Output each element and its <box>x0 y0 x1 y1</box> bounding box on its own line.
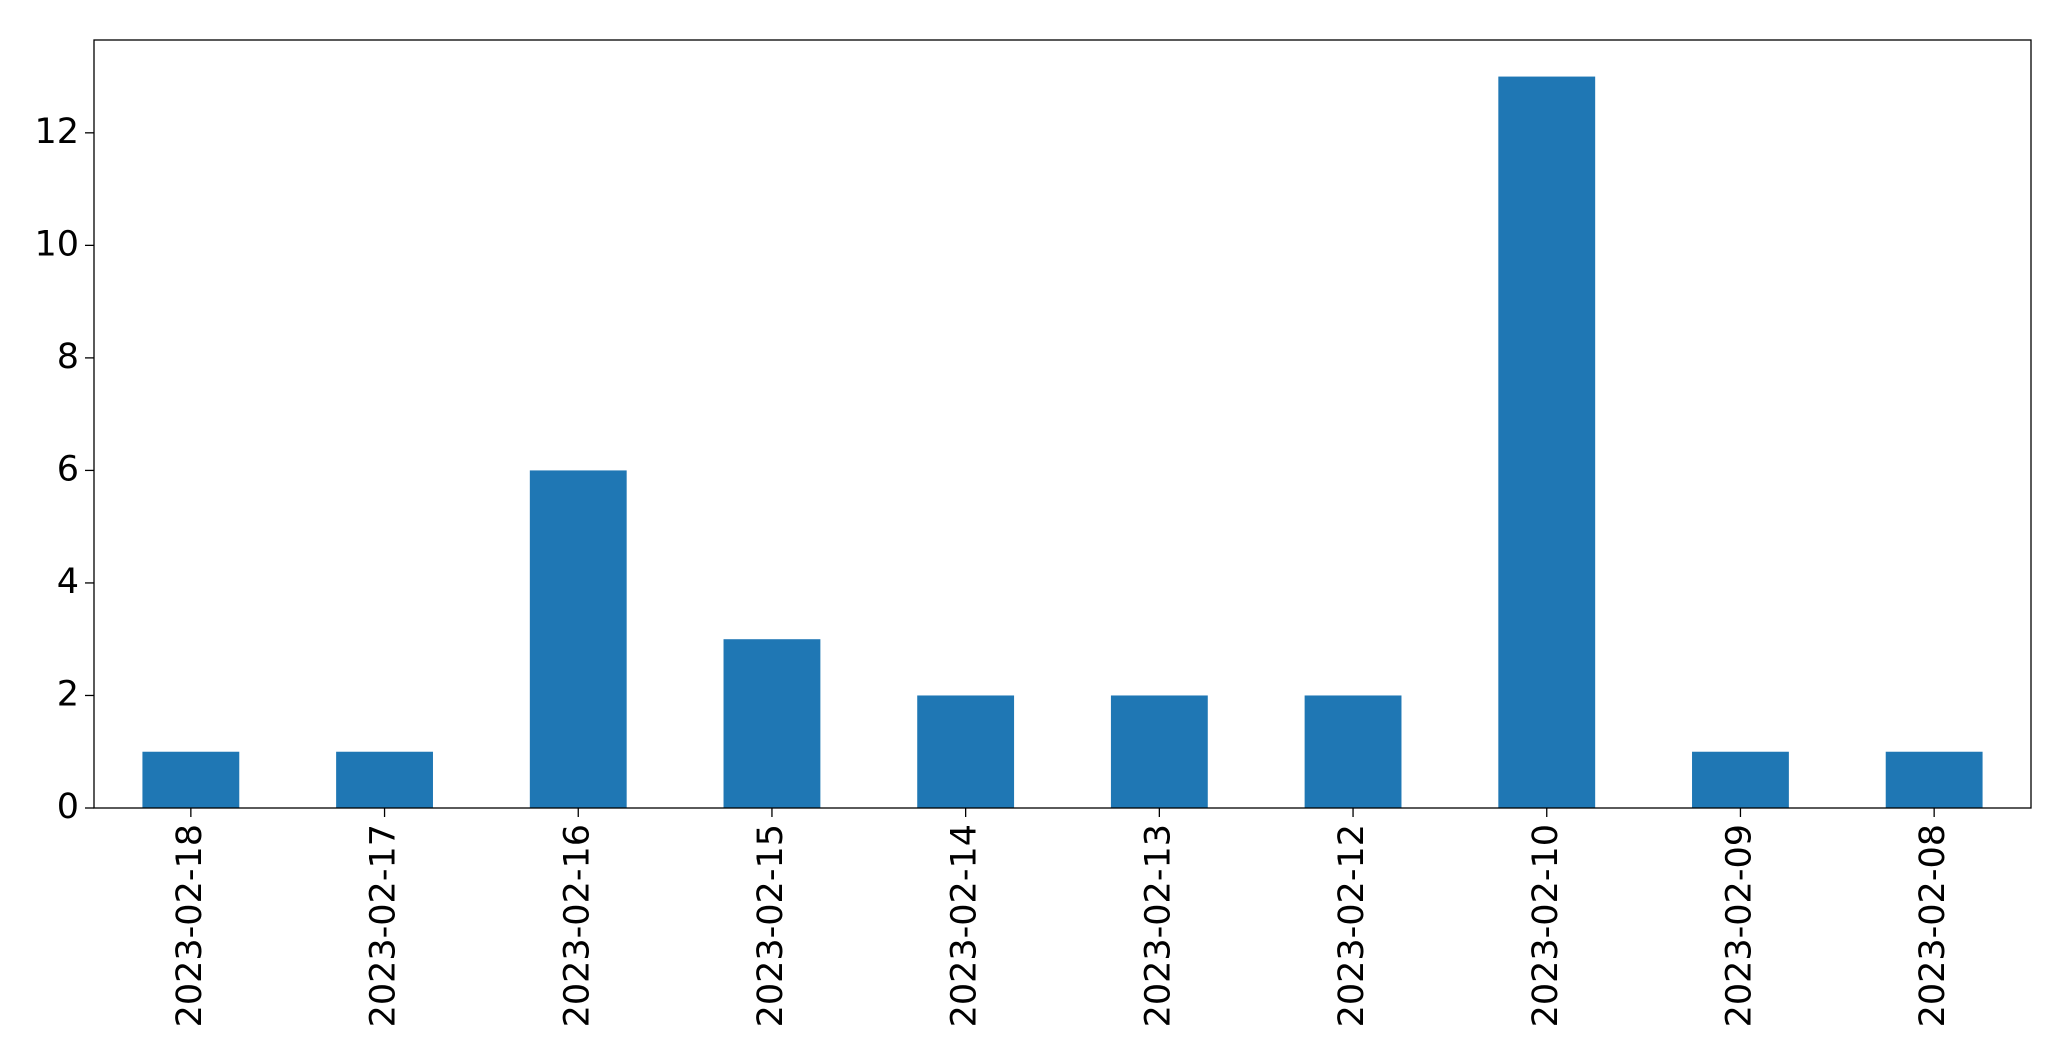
bar <box>1885 751 1983 808</box>
x-tick-label: 2023-02-17 <box>364 824 404 1027</box>
bar <box>1110 695 1208 808</box>
bar <box>1304 695 1402 808</box>
x-tick-label: 2023-02-10 <box>1526 824 1566 1027</box>
bar <box>1692 751 1789 808</box>
x-tick-label: 2023-02-16 <box>557 824 597 1027</box>
x-tick-label: 2023-02-18 <box>170 824 210 1027</box>
bar <box>1498 76 1596 809</box>
y-tick-label: 0 <box>57 787 79 827</box>
y-tick-label: 8 <box>57 337 79 377</box>
y-tick-label: 4 <box>57 562 79 602</box>
bar <box>336 751 433 808</box>
bar <box>529 470 627 808</box>
x-tick-label: 2023-02-12 <box>1332 824 1372 1027</box>
x-tick-label: 2023-02-09 <box>1719 824 1759 1027</box>
plot-frame <box>93 39 2032 809</box>
y-tick-label: 10 <box>34 224 79 264</box>
y-tick-label: 12 <box>34 112 79 152</box>
y-tick-label: 6 <box>57 449 79 489</box>
bar <box>917 695 1015 808</box>
bar <box>723 639 821 808</box>
x-tick-label: 2023-02-15 <box>751 824 791 1027</box>
y-tick-label: 2 <box>57 674 79 714</box>
x-tick-label: 2023-02-13 <box>1138 824 1178 1027</box>
x-tick-label: 2023-02-08 <box>1913 824 1953 1027</box>
bar <box>142 751 240 808</box>
x-tick-label: 2023-02-14 <box>945 824 985 1027</box>
